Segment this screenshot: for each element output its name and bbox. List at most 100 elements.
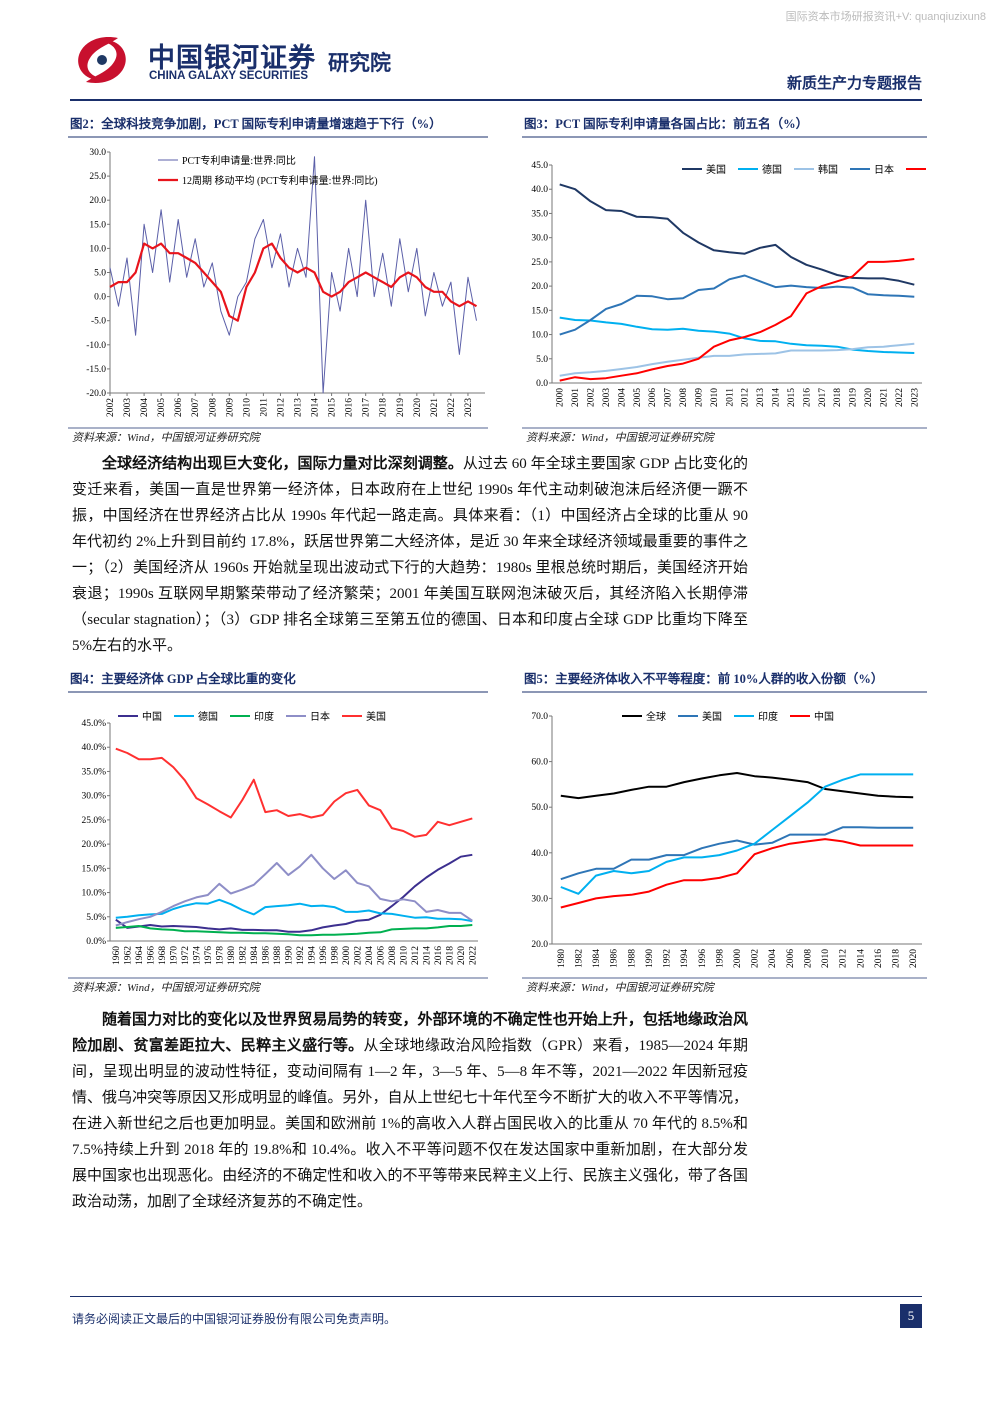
source: 资料来源：Wind，中国银河证券研究院 [526,981,716,994]
header-rule [70,99,922,101]
x-tick-label: 2016 [874,949,884,968]
series-line [560,773,914,895]
chart: 图4：主要经济体 GDP 占全球比重的变化资料来源：Wind，中国银河证券研究院… [68,671,488,994]
x-tick-label: 1972 [181,946,191,965]
y-tick-label: 0.0 [536,379,548,389]
y-tick-label: 15.0% [81,864,106,874]
x-tick-label: 2002 [353,946,363,965]
x-tick-label: 2013 [756,388,766,407]
chart-title: 图4：主要经济体 GDP 占全球比重的变化 [70,671,296,686]
x-tick-label: 2020 [457,946,467,965]
x-tick-label: 2018 [892,949,902,968]
y-tick-label: 30.0 [89,148,106,158]
y-tick-label: -15.0 [86,365,106,375]
x-tick-label: 1978 [215,946,225,965]
legend-label: 韩国 [818,163,838,176]
y-tick-label: 5.0% [86,913,106,923]
paragraph: 随着国力对比的变化以及世界贸易局势的转变，外部环境的不确定性也开始上升，包括地缘… [72,1007,748,1215]
y-tick-label: 45.0 [531,161,548,171]
x-tick-label: 1982 [574,949,584,968]
x-tick-label: 1980 [557,949,567,968]
x-tick-label: 2016 [434,946,444,965]
y-tick-label: 40.0% [81,743,106,753]
x-tick-label: 2010 [242,398,252,417]
y-tick-label: 10.0% [81,889,106,899]
x-tick-label: 2008 [803,949,813,968]
legend-label: 日本 [874,163,894,176]
y-tick-label: 20.0 [89,196,106,206]
x-tick-label: 2002 [751,949,761,968]
series-line [115,747,473,838]
x-tick-label: 2017 [818,388,828,407]
x-tick-label: 2000 [733,949,743,968]
x-tick-label: 2000 [556,388,566,407]
legend-label: 美国 [702,710,722,723]
legend-label: 全球 [646,710,666,723]
y-tick-label: 0.0 [94,293,106,303]
y-tick-label: -10.0 [86,341,106,351]
x-tick-label: 1998 [330,946,340,965]
footer-rule [70,1296,922,1297]
x-tick-label: 1996 [319,946,329,965]
y-tick-label: 20.0% [81,840,106,850]
series-line [109,242,478,322]
series-line [115,924,473,937]
x-tick-label: 2009 [225,398,235,417]
institute: 研究院 [328,51,391,75]
x-tick-label: 2018 [445,946,455,965]
x-tick-label: 2004 [617,388,627,407]
x-tick-label: 2005 [633,388,643,407]
series-line [559,258,915,382]
x-tick-label: 1966 [146,946,156,965]
x-tick-label: 2015 [787,388,797,407]
y-tick-label: 30.0% [81,792,106,802]
x-tick-label: 2012 [411,946,421,965]
series-line [109,156,477,394]
x-tick-label: 1974 [192,946,202,965]
legend-label: 美国 [366,710,386,723]
x-tick-label: 2014 [422,946,432,965]
series-line [560,826,914,881]
y-tick-label: -5.0 [91,317,106,327]
x-tick-label: 2017 [362,398,372,417]
x-tick-label: 2008 [679,388,689,407]
y-tick-label: 5.0 [536,355,548,365]
y-tick-label: 10.0 [89,244,106,254]
x-tick-label: 2014 [856,949,866,968]
chart-title: 图5：主要经济体收入不平等程度：前 10%人群的收入份额（%） [524,671,883,686]
x-tick-label: 2003 [123,398,133,417]
x-tick-label: 2014 [772,388,782,407]
x-tick-label: 2019 [849,388,859,407]
report-name: 新质生产力专题报告 [786,74,922,92]
x-tick-label: 2019 [396,398,406,417]
y-tick-label: 20.0 [531,940,548,950]
series-line [560,838,914,909]
x-tick-label: 2013 [294,398,304,417]
x-tick-label: 2010 [821,949,831,968]
x-tick-label: 2004 [365,946,375,965]
x-tick-label: 2008 [208,398,218,417]
x-tick-label: 1994 [307,946,317,965]
y-tick-label: 25.0% [81,816,106,826]
y-tick-label: -20.0 [86,389,106,399]
x-tick-label: 2005 [157,398,167,417]
x-tick-label: 2021 [430,398,440,417]
x-tick-label: 1968 [158,946,168,965]
x-tick-label: 2009 [694,388,704,407]
series-line [559,316,915,354]
series-line [559,274,915,336]
y-tick-label: 15.0 [89,220,106,230]
series-line [115,853,473,927]
source: 资料来源：Wind，中国银河证券研究院 [526,431,716,444]
y-tick-label: 25.0 [531,258,548,268]
x-tick-label: 1998 [715,949,725,968]
y-tick-label: 15.0 [531,306,548,316]
series-line [115,853,473,933]
x-tick-label: 1976 [204,946,214,965]
legend-label: 12周期 移动平均 (PCT专利申请量:世界:同比) [182,174,378,187]
x-tick-label: 1994 [680,949,690,968]
y-tick-label: 30.0 [531,894,548,904]
y-tick-label: 30.0 [531,234,548,244]
x-tick-label: 1992 [663,949,673,968]
x-tick-label: 2015 [328,398,338,417]
